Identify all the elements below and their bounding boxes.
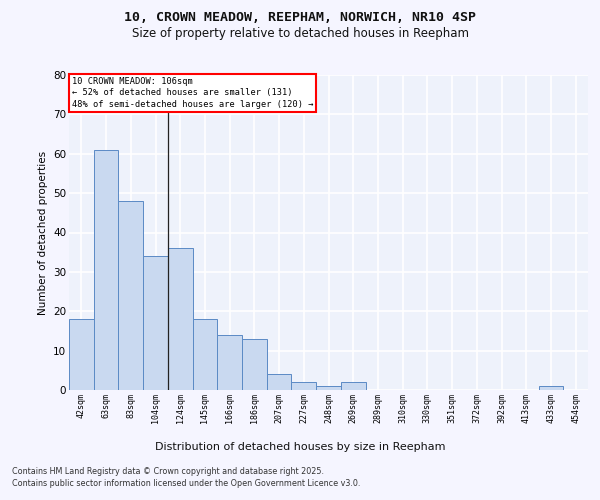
Text: 10, CROWN MEADOW, REEPHAM, NORWICH, NR10 4SP: 10, CROWN MEADOW, REEPHAM, NORWICH, NR10…: [124, 11, 476, 24]
Bar: [143, 256, 168, 390]
Bar: [242, 339, 267, 390]
Bar: [168, 248, 193, 390]
Bar: [292, 382, 316, 390]
Bar: [267, 374, 292, 390]
Text: Contains public sector information licensed under the Open Government Licence v3: Contains public sector information licen…: [12, 479, 361, 488]
Text: Contains HM Land Registry data © Crown copyright and database right 2025.: Contains HM Land Registry data © Crown c…: [12, 468, 324, 476]
Bar: [69, 319, 94, 390]
Bar: [539, 386, 563, 390]
Text: Size of property relative to detached houses in Reepham: Size of property relative to detached ho…: [131, 28, 469, 40]
Bar: [341, 382, 365, 390]
Text: Distribution of detached houses by size in Reepham: Distribution of detached houses by size …: [155, 442, 445, 452]
Bar: [94, 150, 118, 390]
Y-axis label: Number of detached properties: Number of detached properties: [38, 150, 47, 314]
Bar: [217, 335, 242, 390]
Bar: [118, 201, 143, 390]
Bar: [193, 319, 217, 390]
Text: 10 CROWN MEADOW: 106sqm
← 52% of detached houses are smaller (131)
48% of semi-d: 10 CROWN MEADOW: 106sqm ← 52% of detache…: [71, 76, 313, 109]
Bar: [316, 386, 341, 390]
